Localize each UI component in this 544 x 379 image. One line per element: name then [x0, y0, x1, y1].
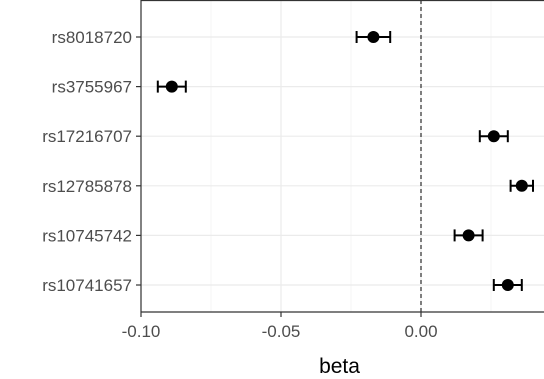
x-axis-ticks: -0.10 -0.05 0.00 [122, 312, 438, 341]
minor-gridlines [210, 0, 492, 312]
data-point [515, 179, 528, 192]
data-point [367, 31, 380, 43]
x-tick-label: -0.05 [262, 322, 301, 341]
error-bars [156, 31, 534, 291]
data-point [165, 80, 178, 93]
y-tick-label: rs17216707 [42, 127, 132, 146]
y-tick-label: rs10741657 [42, 276, 132, 295]
data-point [487, 130, 500, 143]
data-points [165, 31, 528, 291]
data-point [462, 229, 475, 242]
data-point [501, 279, 514, 291]
x-axis-title: beta [319, 355, 360, 378]
y-axis-ticks: rs8018720 rs3755967 rs17216707 rs12785878 rs… [42, 28, 141, 295]
y-tick-label: rs12785878 [42, 177, 132, 196]
panel-border [140, 0, 544, 313]
y-tick-label: rs3755967 [52, 78, 132, 97]
x-tick-label: 0.00 [404, 322, 437, 341]
x-tick-label: -0.10 [122, 322, 161, 341]
y-tick-label: rs8018720 [52, 28, 132, 47]
y-tick-label: rs10745742 [42, 226, 132, 245]
major-gridlines [140, 0, 544, 312]
